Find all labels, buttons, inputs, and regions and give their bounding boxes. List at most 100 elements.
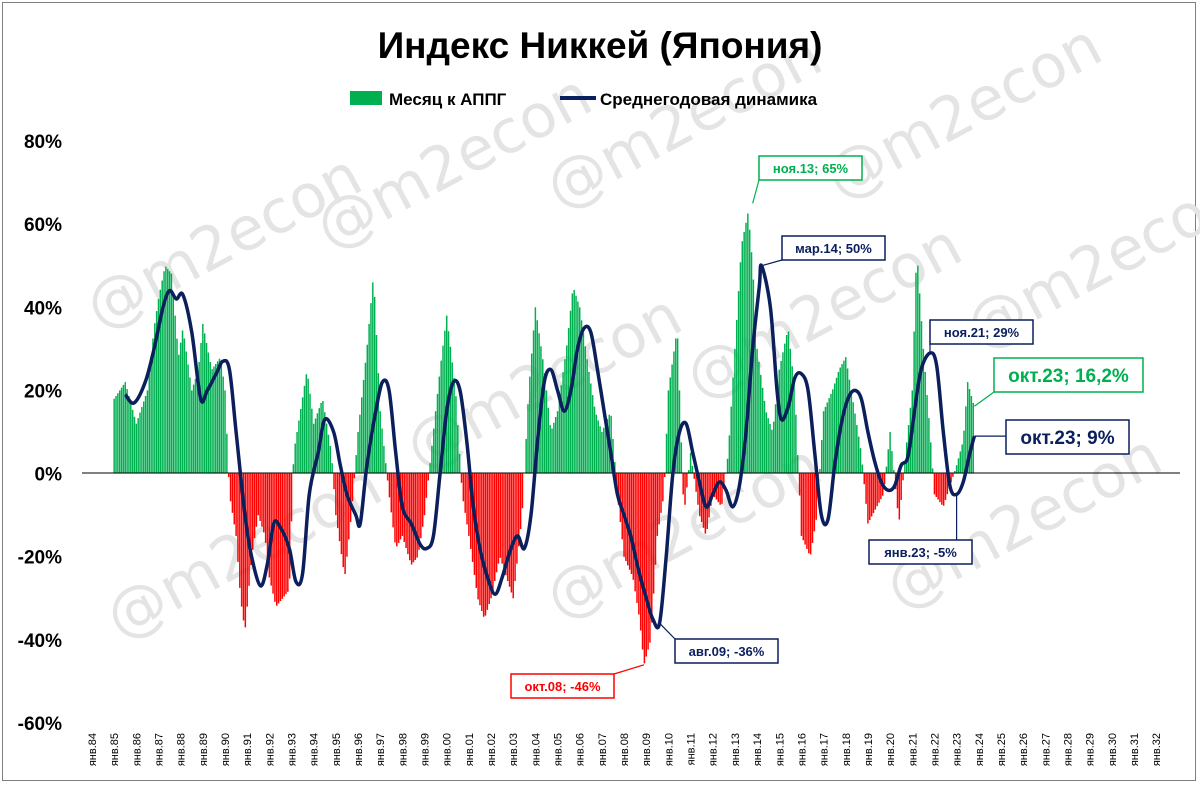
bar xyxy=(737,291,740,474)
bar xyxy=(115,395,117,474)
bar xyxy=(340,473,343,555)
bar xyxy=(941,473,943,505)
bar xyxy=(390,473,393,513)
bar xyxy=(804,473,806,545)
bar xyxy=(968,389,971,474)
bar xyxy=(756,348,758,474)
bar xyxy=(534,307,537,474)
bar xyxy=(806,473,808,549)
bar xyxy=(239,473,241,588)
x-tick-label: янв.15 xyxy=(774,733,786,766)
bar xyxy=(224,390,226,474)
bar xyxy=(937,473,939,500)
annotation-box xyxy=(674,638,779,664)
x-tick-label: янв.07 xyxy=(597,733,609,766)
bar xyxy=(654,473,657,565)
bar xyxy=(203,333,206,474)
bar xyxy=(665,433,668,474)
bar xyxy=(512,473,514,599)
bar xyxy=(503,473,505,570)
bar xyxy=(739,262,742,474)
bar xyxy=(736,319,738,474)
bar xyxy=(126,389,128,474)
x-tick-label: янв.28 xyxy=(1062,733,1074,766)
bar xyxy=(880,473,882,500)
bar xyxy=(627,473,629,566)
x-tick-label: янв.88 xyxy=(176,733,188,766)
bar xyxy=(867,473,869,524)
bar xyxy=(575,295,577,474)
bar xyxy=(582,333,585,474)
bar xyxy=(514,473,516,581)
y-tick-label: -60% xyxy=(18,714,62,735)
bar xyxy=(296,432,298,474)
bar xyxy=(658,473,660,525)
bar xyxy=(442,345,444,474)
bar xyxy=(695,473,697,492)
bar xyxy=(830,393,832,474)
bar xyxy=(854,413,856,474)
bar xyxy=(152,338,154,474)
x-tick-label: янв.85 xyxy=(109,733,121,766)
bar xyxy=(113,398,115,474)
bar xyxy=(798,473,801,496)
bar xyxy=(577,301,579,474)
x-tick-label: янв.09 xyxy=(641,733,653,766)
bar xyxy=(251,473,254,550)
bar xyxy=(327,434,330,474)
annotation-leader xyxy=(752,179,760,204)
x-tick-label: янв.06 xyxy=(575,733,587,766)
bar xyxy=(521,473,524,509)
bar xyxy=(643,473,646,664)
bar xyxy=(508,473,511,587)
bar xyxy=(165,266,167,474)
bar xyxy=(379,411,381,474)
bar xyxy=(713,473,716,497)
bar xyxy=(580,320,583,474)
bar xyxy=(440,360,442,474)
bar xyxy=(333,473,335,490)
bar xyxy=(471,473,474,562)
bar xyxy=(305,374,308,474)
bar xyxy=(800,473,803,536)
bar xyxy=(423,473,426,516)
bar xyxy=(573,289,575,474)
bar xyxy=(451,362,453,474)
bar xyxy=(455,396,457,474)
bar xyxy=(852,402,854,474)
bar xyxy=(263,473,265,533)
bar xyxy=(793,383,795,474)
bar xyxy=(240,473,243,607)
bar xyxy=(222,376,224,474)
bar xyxy=(133,416,136,474)
x-tick-label: янв.16 xyxy=(796,733,808,766)
bar xyxy=(706,473,708,529)
bar xyxy=(370,303,372,474)
bar xyxy=(887,449,889,474)
bar xyxy=(809,473,812,555)
bar xyxy=(743,231,745,474)
bar xyxy=(353,473,356,479)
bar xyxy=(416,473,418,558)
bar xyxy=(142,401,145,474)
bar xyxy=(388,473,391,498)
bar xyxy=(717,473,720,503)
bar xyxy=(965,406,967,474)
bar xyxy=(543,373,546,474)
bar xyxy=(229,473,232,502)
bar xyxy=(667,390,670,474)
bar xyxy=(420,473,422,539)
y-tick-label: -20% xyxy=(18,548,62,569)
bar xyxy=(163,271,165,474)
bar xyxy=(771,429,773,474)
bar xyxy=(821,440,823,474)
bar xyxy=(826,402,829,474)
bar xyxy=(584,346,587,474)
bar xyxy=(200,342,202,474)
bar xyxy=(179,342,182,474)
bar xyxy=(891,451,893,474)
bar xyxy=(396,473,398,547)
bar xyxy=(279,473,282,602)
x-tick-label: янв.00 xyxy=(442,733,454,766)
bar xyxy=(510,473,513,593)
